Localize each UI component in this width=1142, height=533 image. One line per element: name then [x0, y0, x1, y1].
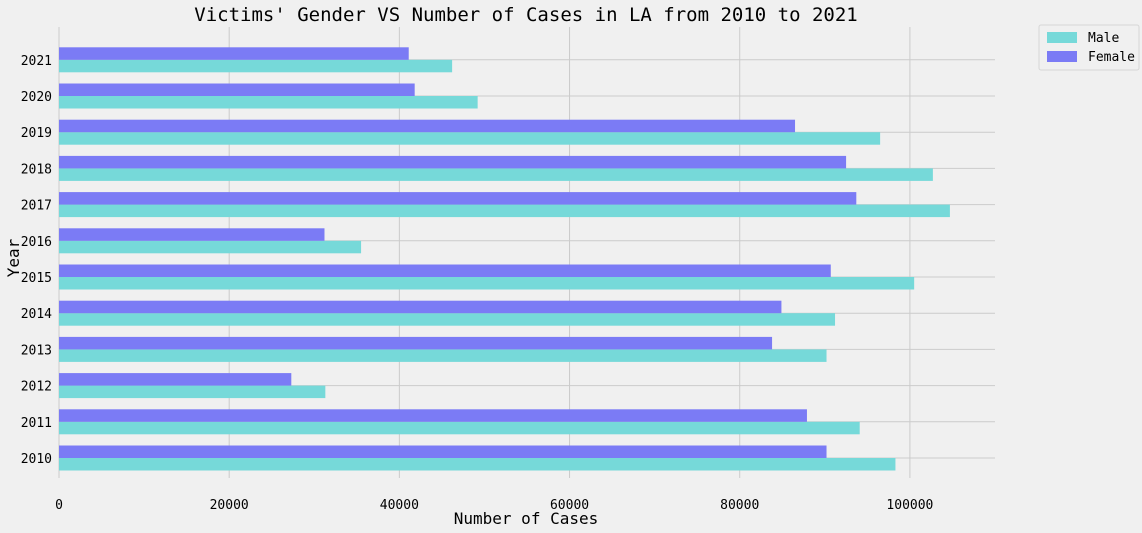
- y-tick-label: 2019: [21, 126, 52, 141]
- bar-female-2013: [59, 336, 773, 350]
- bar-male-2017: [59, 204, 950, 218]
- y-tick-label: 2021: [21, 54, 52, 69]
- bar-male-2020: [59, 96, 478, 109]
- bar-female-2018: [59, 155, 847, 169]
- bar-male-2021: [59, 59, 453, 73]
- bar-female-2011: [59, 409, 807, 422]
- y-tick-label: 2017: [21, 199, 52, 214]
- y-tick-label: 2010: [21, 452, 52, 467]
- x-ticks: 0 20000 40000 60000 80000 100000: [55, 498, 933, 513]
- x-tick-label: 40000: [380, 498, 419, 513]
- bar-male-2010: [59, 458, 896, 471]
- legend-swatch-male: [1047, 32, 1077, 43]
- chart-title: Victims' Gender VS Number of Cases in LA…: [194, 4, 857, 26]
- x-tick-label: 20000: [210, 498, 249, 513]
- y-tick-label: 2018: [21, 162, 52, 177]
- bar-male-2011: [59, 421, 860, 435]
- bar-female-2010: [59, 445, 827, 458]
- y-tick-label: 2020: [21, 90, 52, 105]
- y-tick-label: 2014: [21, 307, 52, 322]
- bar-male-2019: [59, 132, 881, 145]
- bar-male-2013: [59, 349, 827, 362]
- bar-female-2014: [59, 300, 782, 314]
- bar-female-2015: [59, 264, 831, 277]
- bar-female-2019: [59, 119, 796, 133]
- y-tick-label: 2012: [21, 380, 52, 395]
- x-tick-label: 0: [55, 498, 63, 513]
- bar-male-2018: [59, 168, 933, 181]
- legend-label-male: Male: [1088, 31, 1119, 46]
- y-tick-label: 2013: [21, 343, 52, 358]
- x-tick-label: 100000: [886, 498, 933, 513]
- x-tick-label: 60000: [550, 498, 589, 513]
- y-tick-label: 2016: [21, 235, 52, 250]
- bar-female-2016: [59, 228, 325, 241]
- bar-female-2017: [59, 192, 857, 205]
- legend: Male Female: [1038, 24, 1140, 71]
- bar-male-2016: [59, 240, 362, 254]
- y-tick-label: 2015: [21, 271, 52, 286]
- y-tick-label: 2011: [21, 416, 52, 431]
- bars: [59, 47, 950, 471]
- legend-label-female: Female: [1088, 50, 1135, 65]
- bar-male-2015: [59, 277, 915, 290]
- x-tick-label: 80000: [720, 498, 759, 513]
- bar-female-2021: [59, 47, 409, 60]
- x-axis-title: Number of Cases: [454, 509, 599, 528]
- bar-male-2014: [59, 313, 836, 326]
- bar-male-2012: [59, 385, 326, 399]
- legend-swatch-female: [1047, 51, 1077, 62]
- y-ticks: 2010 2011 2012 2013 2014 2015 2016 2017 2018 2019…: [21, 54, 52, 467]
- y-axis-title: Year: [4, 238, 23, 277]
- bar-female-2012: [59, 373, 292, 386]
- bar-female-2020: [59, 83, 415, 96]
